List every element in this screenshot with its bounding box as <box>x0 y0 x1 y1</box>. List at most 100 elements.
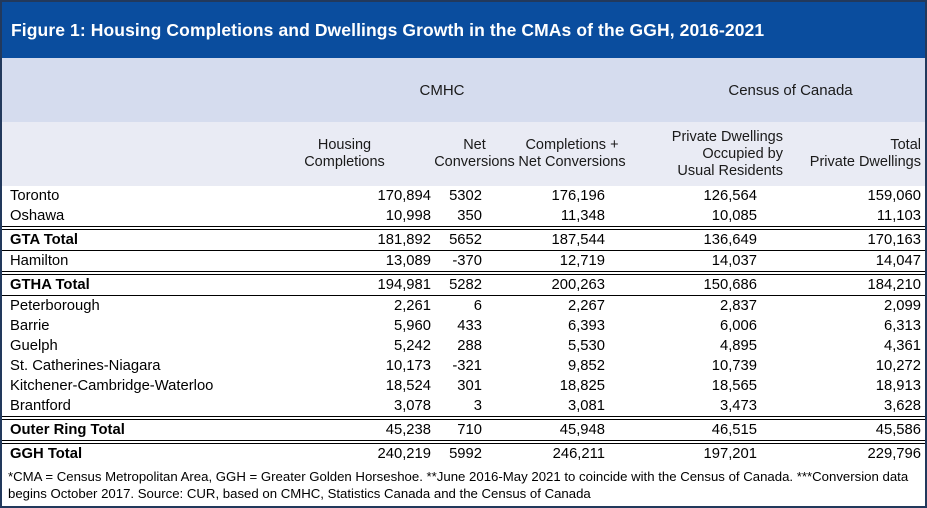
column-header-private-dwellings-occupied: Private Dwellings Occupied by Usual Resi… <box>632 122 787 186</box>
cell-value: 18,565 <box>632 376 787 396</box>
cell-value: 136,649 <box>632 226 787 251</box>
cell-value: 710 <box>437 416 512 443</box>
cell-value: 5302 <box>437 186 512 206</box>
row-label: Hamilton <box>2 250 252 273</box>
cell-value: 5282 <box>437 271 512 296</box>
figure-title-bar: Figure 1: Housing Completions and Dwelli… <box>2 2 925 58</box>
table-body: Toronto 170,894 5302 176,196 126,564 159,060 O… <box>2 186 925 464</box>
cell-value: -370 <box>437 250 512 273</box>
cell-value: 9,852 <box>512 356 632 376</box>
cell-value: 3,081 <box>512 396 632 418</box>
cell-value: 170,163 <box>787 226 925 251</box>
cell-value: 14,047 <box>787 250 925 273</box>
cell-value: 240,219 <box>252 440 437 464</box>
cell-value: 11,103 <box>787 206 925 228</box>
row-label: Outer Ring Total <box>2 416 252 443</box>
cell-value: 18,825 <box>512 376 632 396</box>
table-row: GTHA Total 194,981 5282 200,263 150,686 184,2… <box>2 271 925 296</box>
cell-value: 3,473 <box>632 396 787 418</box>
cell-value: 194,981 <box>252 271 437 296</box>
table-row: Oshawa 10,998 350 11,348 10,085 11,103 <box>2 206 925 228</box>
cell-value: 45,586 <box>787 416 925 443</box>
row-label: St. Catherines-Niagara <box>2 356 252 376</box>
table-row: Guelph 5,242 288 5,530 4,895 4,361 <box>2 336 925 356</box>
cell-value: 18,524 <box>252 376 437 396</box>
row-label: Guelph <box>2 336 252 356</box>
cell-value: 46,515 <box>632 416 787 443</box>
cell-value: 11,348 <box>512 206 632 228</box>
group-header-census: Census of Canada <box>632 58 925 122</box>
cell-value: 229,796 <box>787 440 925 464</box>
row-label: GGH Total <box>2 440 252 464</box>
column-header-row: Housing Completions Net Conversions Comp… <box>2 122 925 186</box>
table-row: GTA Total 181,892 5652 187,544 136,649 170,16… <box>2 226 925 251</box>
cell-value: 288 <box>437 336 512 356</box>
data-table: CMHC Census of Canada Housing Completion… <box>2 58 925 464</box>
cell-value: 6 <box>437 295 512 316</box>
cell-value: 176,196 <box>512 186 632 206</box>
cell-value: 10,085 <box>632 206 787 228</box>
column-header-empty <box>2 122 252 186</box>
cell-value: 301 <box>437 376 512 396</box>
row-label: Kitchener-Cambridge-Waterloo <box>2 376 252 396</box>
table-row: Toronto 170,894 5302 176,196 126,564 159,060 <box>2 186 925 206</box>
row-label: Peterborough <box>2 295 252 316</box>
cell-value: 3,628 <box>787 396 925 418</box>
group-header-spacer <box>2 58 252 122</box>
cell-value: 10,173 <box>252 356 437 376</box>
cell-value: 3 <box>437 396 512 418</box>
cell-value: 5,530 <box>512 336 632 356</box>
cell-value: 246,211 <box>512 440 632 464</box>
cell-value: 14,037 <box>632 250 787 273</box>
cell-value: 3,078 <box>252 396 437 418</box>
cell-value: 4,361 <box>787 336 925 356</box>
cell-value: 200,263 <box>512 271 632 296</box>
column-header-label: Private Dwellings Occupied by Usual Resi… <box>671 128 783 179</box>
cell-value: 6,006 <box>632 316 787 336</box>
cell-value: 10,998 <box>252 206 437 228</box>
row-label: Barrie <box>2 316 252 336</box>
cell-value: 433 <box>437 316 512 336</box>
column-header-net-conversions: Net Conversions <box>434 122 515 186</box>
table-row: Brantford 3,078 3 3,081 3,473 3,628 <box>2 396 925 418</box>
cell-value: 10,739 <box>632 356 787 376</box>
cell-value: 170,894 <box>252 186 437 206</box>
cell-value: 12,719 <box>512 250 632 273</box>
cell-value: 18,913 <box>787 376 925 396</box>
table-row: GGH Total 240,219 5992 246,211 197,201 229,79… <box>2 440 925 464</box>
cell-value: 2,837 <box>632 295 787 316</box>
table-row: Outer Ring Total 45,238 710 45,948 46,515 45,… <box>2 416 925 443</box>
footnote: *CMA = Census Metropolitan Area, GGH = G… <box>8 469 909 501</box>
cell-value: 187,544 <box>512 226 632 251</box>
table-row: Peterborough 2,261 6 2,267 2,837 2,099 <box>2 295 925 316</box>
cell-value: 5652 <box>437 226 512 251</box>
cell-value: 45,948 <box>512 416 632 443</box>
row-label: GTA Total <box>2 226 252 251</box>
row-label: Oshawa <box>2 206 252 228</box>
cell-value: 159,060 <box>787 186 925 206</box>
cell-value: 4,895 <box>632 336 787 356</box>
table-row: Barrie 5,960 433 6,393 6,006 6,313 <box>2 316 925 336</box>
cell-value: 45,238 <box>252 416 437 443</box>
table-row: St. Catherines-Niagara 10,173 -321 9,852 10,… <box>2 356 925 376</box>
cell-value: 184,210 <box>787 271 925 296</box>
column-header-housing-completions: Housing Completions <box>252 122 437 186</box>
cell-value: 5992 <box>437 440 512 464</box>
column-header-total-private-dwellings: Total Private Dwellings <box>787 122 925 186</box>
column-header-label: Total Private Dwellings <box>809 137 921 170</box>
cell-value: 197,201 <box>632 440 787 464</box>
cell-value: 181,892 <box>252 226 437 251</box>
cell-value: 350 <box>437 206 512 228</box>
cell-value: 2,261 <box>252 295 437 316</box>
cell-value: 6,393 <box>512 316 632 336</box>
cell-value: 2,099 <box>787 295 925 316</box>
row-label: Brantford <box>2 396 252 418</box>
column-header-label: Completions + Net Conversions <box>518 137 626 170</box>
cell-value: 13,089 <box>252 250 437 273</box>
row-label: GTHA Total <box>2 271 252 296</box>
row-label: Toronto <box>2 186 252 206</box>
column-header-label: Housing Completions <box>304 137 385 170</box>
cell-value: 2,267 <box>512 295 632 316</box>
cell-value: 5,242 <box>252 336 437 356</box>
